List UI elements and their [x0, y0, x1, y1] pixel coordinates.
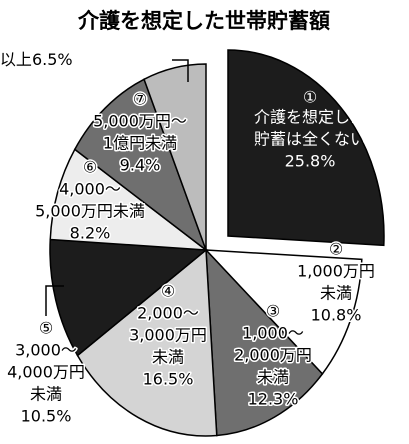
slice-label: 貯蓄は全くない	[254, 130, 366, 149]
slice-label: 4,000万円	[7, 363, 85, 382]
slice-label: 介護を想定した	[254, 108, 366, 127]
slice-label: 4,000〜	[59, 180, 121, 199]
value-label: 12.3%	[248, 390, 299, 409]
chart-title: 介護を想定した世帯貯蓄額	[77, 9, 330, 33]
slice-label: 1億円未満	[103, 134, 177, 153]
slice-label: 1億円以上	[0, 50, 32, 69]
slice-marker: ⑤	[39, 319, 53, 338]
pie-slice	[49, 238, 208, 357]
slice-label: 未満	[257, 368, 289, 387]
value-label: 8.2%	[70, 224, 111, 243]
slice-label: 5,000万円未満	[35, 202, 145, 221]
slice-label: 5,000万円〜	[93, 112, 187, 131]
value-label: 10.5%	[21, 407, 72, 426]
slice-marker: ⑦	[133, 90, 147, 109]
pie-slice	[204, 249, 363, 376]
slice-label: 2,000〜	[137, 304, 199, 323]
slice-label-group: ⑧1億円以上6.5%	[0, 50, 73, 69]
slice-marker: ④	[161, 282, 175, 301]
pie-slice	[143, 63, 207, 251]
value-label: 10.8%	[311, 306, 362, 325]
leader-line	[45, 285, 64, 316]
value-label: 9.4%	[120, 156, 161, 175]
value-label: 6.5%	[32, 50, 73, 69]
slice-label: 未満	[320, 284, 352, 303]
slice-label: 1,000〜	[242, 324, 304, 343]
pie-slice	[73, 78, 208, 253]
slice-marker: ①	[303, 88, 317, 107]
pie-slice	[49, 148, 209, 251]
slice-label: 未満	[152, 348, 184, 367]
slice-label: 未満	[30, 385, 62, 404]
pie-slice	[205, 247, 324, 437]
slice-marker: ⑥	[83, 158, 97, 177]
slice-label: 3,000万円	[129, 326, 207, 345]
pie-slice	[227, 49, 385, 247]
slice-label: 3,000〜	[15, 341, 77, 360]
slice-marker: ②	[329, 240, 343, 259]
leader-line	[172, 59, 189, 82]
slice-label: 2,000万円	[234, 346, 312, 365]
pie-slice	[76, 248, 218, 437]
value-label: 16.5%	[143, 370, 194, 389]
value-label: 25.8%	[285, 152, 336, 171]
slice-label: 1,000万円	[297, 262, 375, 281]
slice-marker: ③	[266, 302, 280, 321]
